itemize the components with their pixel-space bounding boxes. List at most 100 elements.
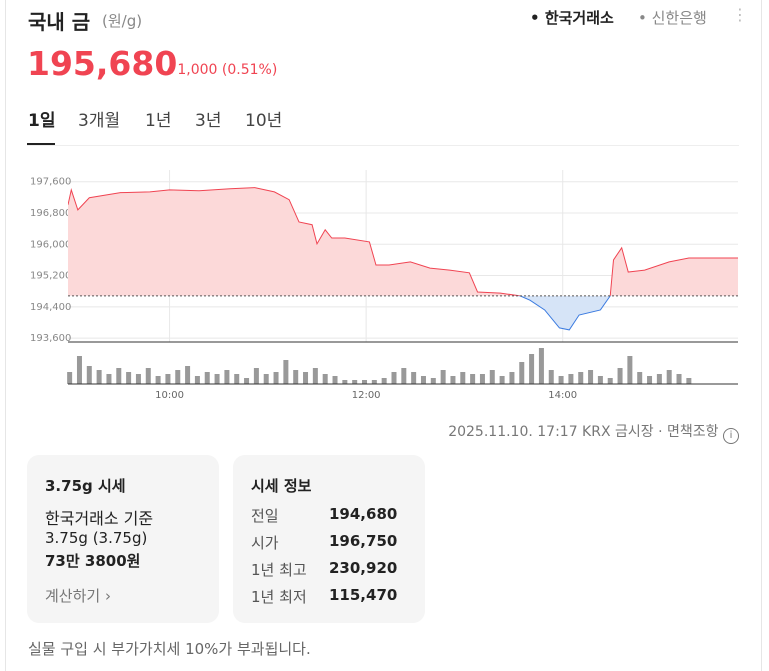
y-tick-label: 193,600: [30, 333, 71, 344]
volume-bar: [185, 366, 191, 384]
info-key: 전일: [251, 507, 279, 525]
volume-bar: [637, 372, 643, 384]
volume-bar: [548, 370, 554, 384]
volume-bar: [283, 360, 289, 384]
widget-frame: [5, 0, 762, 671]
period-tab[interactable]: 3년: [195, 111, 222, 131]
volume-bar: [67, 372, 73, 384]
volume-bar: [568, 374, 574, 384]
info-key: 1년 최저: [251, 588, 307, 606]
x-tick-label: 12:00: [352, 390, 381, 401]
volume-bar: [322, 374, 328, 384]
volume-bar: [686, 378, 692, 384]
change-label: 1,000 (0.51%): [177, 62, 278, 78]
volume-bar: [224, 370, 230, 384]
info-card: 시세 정보 전일 194,680 시가 196,750 1년 최고 230,920 1년 최…: [233, 455, 425, 623]
menu-button[interactable]: ⋮: [732, 5, 748, 24]
x-tick-label: 10:00: [155, 390, 184, 401]
period-tab[interactable]: 3개월: [78, 111, 121, 131]
card-title: 시세 정보: [251, 477, 312, 495]
info-value: 115,470: [329, 586, 398, 604]
volume-bar: [509, 372, 515, 384]
volume-bar: [519, 362, 525, 384]
volume-bar: [96, 370, 102, 384]
weight-card: 3.75g 시세 한국거래소 기준 3.75g (3.75g) 73만 3800…: [27, 455, 219, 623]
source-tab[interactable]: • 신한은행: [638, 9, 707, 27]
x-tick-label: 14:00: [548, 390, 577, 401]
volume-bar: [489, 370, 495, 384]
volume-bar: [303, 372, 309, 384]
price: 195,680: [27, 44, 178, 83]
volume-bar: [135, 374, 141, 384]
info-value: 194,680: [329, 505, 398, 523]
volume-bar: [499, 376, 505, 384]
y-tick-label: 196,800: [30, 208, 71, 219]
info-icon[interactable]: i: [723, 428, 739, 444]
volume-bar: [411, 372, 417, 384]
volume-bar: [293, 370, 299, 384]
area-up: [68, 187, 738, 296]
source-label: 신한은행: [651, 9, 707, 27]
volume-bar: [362, 380, 368, 384]
info-value: 230,920: [329, 559, 398, 577]
line-up: [68, 187, 738, 296]
volume-bar: [440, 370, 446, 384]
volume-bar: [450, 376, 456, 384]
card-title: 3.75g 시세: [45, 477, 126, 495]
volume-bar: [430, 378, 436, 384]
volume-bar: [617, 368, 623, 384]
volume-bar: [381, 378, 387, 384]
info-key: 1년 최고: [251, 561, 307, 579]
timestamp-row: 2025.11.10. 17:17 KRX 금시장 · 면책조항 i: [448, 421, 739, 444]
volume-bar: [647, 376, 653, 384]
y-tick-label: 197,600: [30, 177, 71, 188]
volume-bar: [175, 370, 181, 384]
volume-bar: [627, 356, 633, 384]
volume-bar: [165, 374, 171, 384]
period-tab[interactable]: 10년: [245, 111, 283, 131]
timestamp: 2025.11.10. 17:17 KRX 금시장: [448, 424, 654, 440]
volume-bar: [656, 374, 662, 384]
volume-bar: [234, 374, 240, 384]
source-tab[interactable]: • 한국거래소: [530, 9, 614, 27]
volume-bar: [312, 368, 318, 384]
period-tab[interactable]: 1년: [145, 111, 172, 131]
tab-underline: [27, 143, 55, 145]
volume-bar: [106, 374, 112, 384]
source-label: 한국거래소: [544, 9, 614, 27]
volume-bar: [76, 356, 82, 384]
info-key: 시가: [251, 534, 279, 552]
card-text: 한국거래소 기준: [45, 509, 154, 528]
y-tick-label: 196,000: [30, 239, 71, 250]
calc-label: 계산하기: [45, 587, 101, 605]
card-text: 3.75g (3.75g): [45, 529, 148, 547]
y-tick-label: 194,400: [30, 302, 71, 313]
calc-link[interactable]: 계산하기 ›: [45, 587, 111, 605]
volume-bar: [342, 380, 348, 384]
volume-bar: [244, 378, 250, 384]
y-tick-label: 195,200: [30, 271, 71, 282]
volume-bar: [676, 374, 682, 384]
footer-note: 실물 구입 시 부가가치세 10%가 부과됩니다.: [28, 640, 311, 658]
volume-bar: [529, 354, 535, 384]
volume-bar: [145, 368, 151, 384]
volume-bar: [116, 368, 122, 384]
disclaimer-link[interactable]: 면책조항: [667, 424, 719, 440]
volume-bar: [126, 372, 132, 384]
volume-bar: [263, 374, 269, 384]
volume-bar: [391, 372, 397, 384]
area-down: [68, 295, 738, 330]
volume-bar: [578, 372, 584, 384]
volume-bar: [214, 374, 220, 384]
volume-bar: [401, 368, 407, 384]
volume-bar: [588, 370, 594, 384]
period-tab[interactable]: 1일: [28, 111, 56, 131]
unit: (원/g): [102, 12, 143, 30]
volume-bar: [332, 376, 338, 384]
volume-bar: [194, 376, 200, 384]
volume-bar: [204, 372, 210, 384]
title: 국내 금: [28, 10, 91, 34]
separator: [27, 145, 739, 146]
volume-bar: [538, 348, 544, 384]
